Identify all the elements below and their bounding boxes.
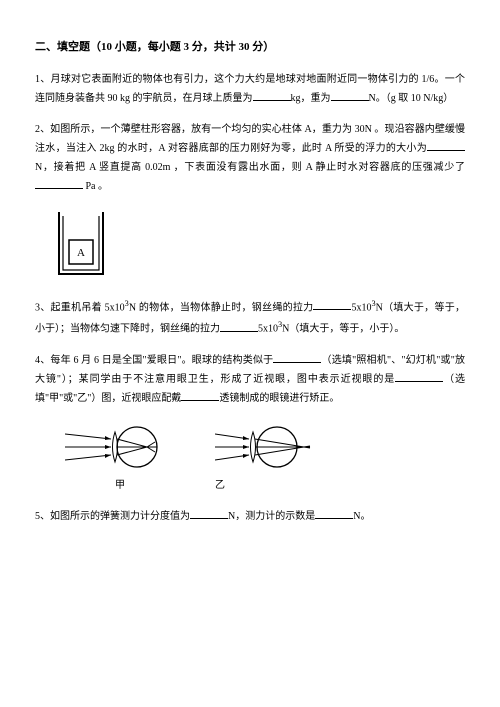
q3-c: 5x10	[351, 302, 371, 313]
eye-yi-svg	[215, 420, 325, 474]
q2-unit-1: N，接着把 A 竖直提高 0.02m ，下表面没有露出水面，则 A 静止时水对容…	[35, 162, 465, 173]
q2-text-a: 2、如图所示，一个薄壁柱形容器，放有一个均匀的实心柱体 A，重力为 30N 。现…	[35, 124, 465, 154]
q2-unit-2: Pa 。	[83, 181, 108, 192]
q1-unit-1: kg，重为	[291, 93, 331, 104]
q5-blank-2	[315, 508, 353, 519]
q1-blank-1	[253, 90, 291, 101]
eye-diagram-container: 甲 乙	[65, 420, 465, 491]
beaker-svg: A	[51, 208, 111, 280]
q4-a: 4、每年 6 月 6 日是全国"爱眼日"。眼球的结构类似于	[35, 355, 273, 366]
q5-b: N，测力计的示数是	[228, 511, 315, 522]
q3-blank-2	[220, 321, 258, 332]
q3-a: 3、起重机吊着 5x10	[35, 302, 125, 313]
block-label: A	[77, 247, 85, 259]
q2-blank-1	[427, 140, 465, 151]
section-title: 二、填空题（10 小题，每小题 3 分，共计 30 分）	[35, 38, 465, 54]
q3-e: 5x10	[258, 324, 278, 335]
q4-blank-2	[395, 371, 443, 382]
q3-f: N（填大于，等于，小于）。	[282, 324, 404, 335]
q4-blank-1	[273, 352, 321, 363]
q2-blank-2	[35, 178, 83, 189]
q5-c: N。	[353, 511, 370, 522]
q3-b: N 的物体，当物体静止时，钢丝绳的拉力	[129, 302, 314, 313]
question-3: 3、起重机吊着 5x103N 的物体，当物体静止时，钢丝绳的拉力5x103N（填…	[35, 296, 465, 339]
q4-d: 透镜制成的眼镜进行矫正。	[219, 393, 339, 404]
q4-blank-3	[181, 390, 219, 401]
eye-label-jia: 甲	[115, 476, 125, 491]
question-1: 1、月球对它表面附近的物体也有引力，这个力大约是地球对地面附近同一物体引力的 1…	[35, 70, 465, 108]
q3-blank-1	[313, 299, 351, 310]
q1-blank-2	[331, 90, 369, 101]
q5-blank-1	[190, 508, 228, 519]
figure-container-beaker: A	[51, 208, 465, 280]
q1-unit-2: N。（g 取 10 N/kg）	[369, 93, 454, 104]
question-5: 5、如图所示的弹簧测力计分度值为 N，测力计的示数是 N。	[35, 507, 465, 526]
question-4: 4、每年 6 月 6 日是全国"爱眼日"。眼球的结构类似于（选填"照相机"、"幻…	[35, 351, 465, 408]
eye-label-yi: 乙	[215, 476, 225, 491]
q5-a: 5、如图所示的弹簧测力计分度值为	[35, 511, 190, 522]
question-2: 2、如图所示，一个薄壁柱形容器，放有一个均匀的实心柱体 A，重力为 30N 。现…	[35, 120, 465, 196]
eye-jia-svg	[65, 420, 175, 474]
